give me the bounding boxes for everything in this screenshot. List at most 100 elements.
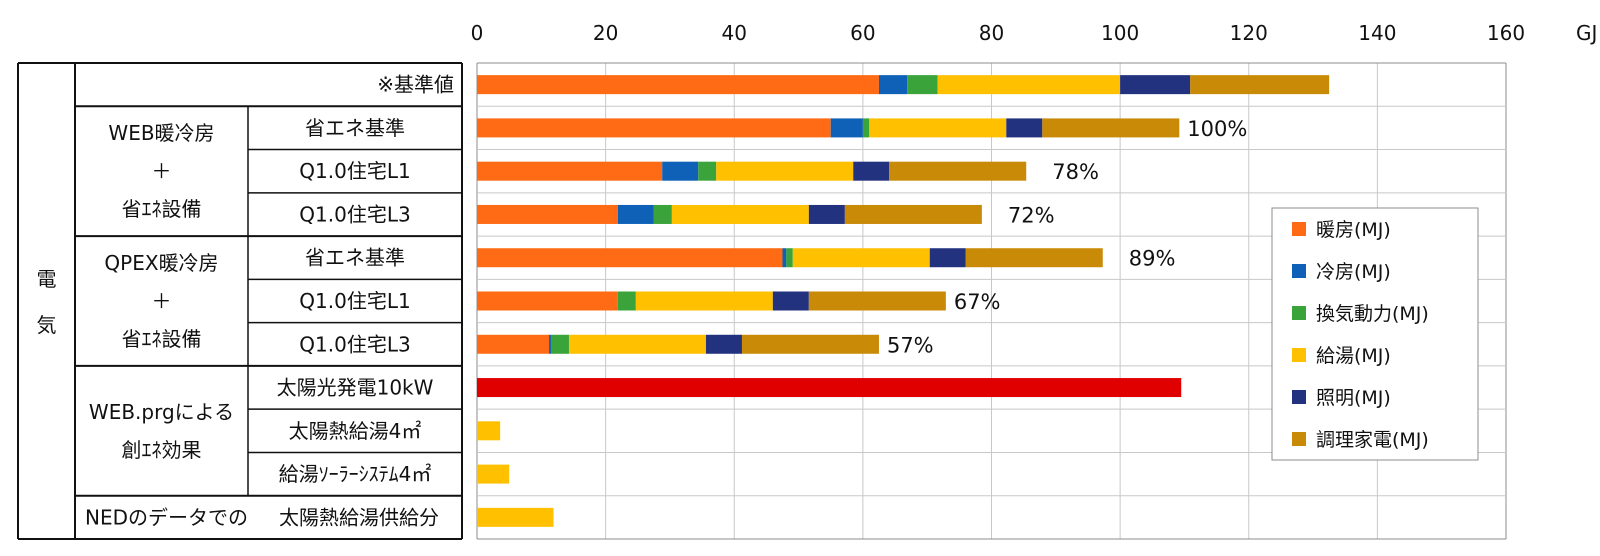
legend-swatch xyxy=(1292,348,1306,362)
legend-label: 冷房(MJ) xyxy=(1316,261,1391,283)
percent-label: 100% xyxy=(1187,117,1247,141)
category-label: 太陽熱給湯供給分 xyxy=(279,505,439,529)
x-tick-label: 100 xyxy=(1101,21,1139,45)
x-tick-label: 40 xyxy=(722,21,747,45)
percent-label: 57% xyxy=(887,333,934,357)
bar-segment xyxy=(662,161,699,181)
bar-segment xyxy=(550,334,569,354)
bar-segment xyxy=(869,118,1007,138)
bar-segment xyxy=(549,334,551,354)
group-label: 創ｴﾈ効果 xyxy=(122,438,202,462)
legend-swatch xyxy=(1292,390,1306,404)
category-label: Q1.0住宅L3 xyxy=(299,332,410,356)
percent-annotations: 100% 78% 72% 89% 67% 57% xyxy=(887,117,1247,357)
percent-label: 72% xyxy=(1008,203,1055,227)
category-label: 省エネ基準 xyxy=(305,116,405,140)
x-tick-label: 160 xyxy=(1487,21,1525,45)
bar-segment xyxy=(653,204,672,224)
bar-segment xyxy=(772,291,809,311)
bar-segment xyxy=(477,118,831,138)
legend-swatch xyxy=(1292,264,1306,278)
bar-segment xyxy=(477,161,663,181)
legend-label: 照明(MJ) xyxy=(1316,387,1391,409)
bar-segment xyxy=(705,334,742,354)
bar-segment xyxy=(878,75,908,95)
percent-label: 89% xyxy=(1129,247,1176,271)
x-tick-label: 80 xyxy=(979,21,1004,45)
bar-segment xyxy=(844,204,982,224)
bar-segment xyxy=(937,75,1121,95)
bar-segment xyxy=(862,118,870,138)
bar-segment xyxy=(1190,75,1330,95)
bar-segment xyxy=(907,75,938,95)
bar-segment xyxy=(671,204,809,224)
percent-label: 78% xyxy=(1052,160,1099,184)
bar-segment xyxy=(792,248,930,268)
percent-label: 67% xyxy=(954,290,1001,314)
energy-source-label: 気 xyxy=(37,313,57,337)
bar-segment xyxy=(741,334,879,354)
legend-label: 給湯(MJ) xyxy=(1316,345,1391,367)
bar-segment xyxy=(477,248,783,268)
group-label: 省ｴﾈ設備 xyxy=(122,197,202,221)
bar-segment xyxy=(929,248,966,268)
category-label: Q1.0住宅L1 xyxy=(299,289,410,313)
bar-segment xyxy=(853,161,890,181)
group-label: 省ｴﾈ設備 xyxy=(122,327,202,351)
bar-segment xyxy=(477,421,501,441)
bar-segment xyxy=(477,204,618,224)
bar-segment xyxy=(477,291,618,311)
group-label: ＋ xyxy=(152,289,172,313)
bar-segment xyxy=(617,204,654,224)
x-tick-label: 0 xyxy=(471,21,484,45)
legend-label: 調理家電(MJ) xyxy=(1316,429,1429,451)
bar-segment xyxy=(1006,118,1043,138)
bar-segment xyxy=(965,248,1103,268)
bar-segment xyxy=(477,464,510,484)
bar-segment xyxy=(889,161,1027,181)
category-table: WEB暖冷房 ＋ 省ｴﾈ設備 QPEX暖冷房 ＋ 省ｴﾈ設備 WEB.prgによる創ｴﾈ効果… xyxy=(17,62,463,540)
category-label: Q1.0住宅L3 xyxy=(299,202,410,226)
bar-segment xyxy=(568,334,706,354)
bar-segment xyxy=(786,248,793,268)
bar-segment xyxy=(477,507,554,527)
bar-segment xyxy=(782,248,787,268)
bar-segment xyxy=(617,291,636,311)
category-label: 給湯ｿｰﾗｰｼｽﾃﾑ4㎡ xyxy=(279,462,432,486)
legend-label: 暖房(MJ) xyxy=(1316,219,1391,241)
x-tick-label: 60 xyxy=(850,21,875,45)
x-tick-label: 140 xyxy=(1358,21,1396,45)
bar-segment xyxy=(1042,118,1180,138)
group-label: WEB暖冷房 xyxy=(108,121,214,145)
category-label: 太陽光発電10kW xyxy=(277,376,434,400)
bar-segment xyxy=(477,334,550,354)
bar-segment xyxy=(808,291,946,311)
legend-swatch xyxy=(1292,306,1306,320)
legend-label: 換気動力(MJ) xyxy=(1316,303,1429,325)
x-tick-label: 20 xyxy=(593,21,618,45)
bar-segment xyxy=(1120,75,1191,95)
bar-layer xyxy=(477,75,1330,527)
category-label: 省エネ基準 xyxy=(305,246,405,270)
x-axis-unit-label: GJ xyxy=(1576,21,1597,45)
group-label: ＋ xyxy=(152,159,172,183)
legend-box xyxy=(1271,207,1479,461)
category-label: 太陽熱給湯4㎡ xyxy=(289,419,422,443)
x-tick-label: 120 xyxy=(1230,21,1268,45)
x-axis-ticks: 0 20 40 60 80 100 120 140 160 xyxy=(471,21,1525,45)
legend: 暖房(MJ) 冷房(MJ) 換気動力(MJ) 給湯(MJ) 照明(MJ) 調理家電(MJ) xyxy=(1271,207,1479,461)
bar-segment xyxy=(477,75,879,95)
energy-source-label: 電 xyxy=(37,267,57,291)
bar-segment xyxy=(698,161,717,181)
bar-segment xyxy=(808,204,845,224)
bar-segment xyxy=(635,291,773,311)
bar-segment xyxy=(830,118,863,138)
group-label: WEB.prgによる xyxy=(89,400,234,424)
bar-segment xyxy=(716,161,854,181)
category-label: Q1.0住宅L1 xyxy=(299,159,410,183)
legend-swatch xyxy=(1292,222,1306,236)
legend-swatch xyxy=(1292,432,1306,446)
group-label: NEDのデータでの xyxy=(85,505,248,529)
bar-segment xyxy=(477,378,1182,398)
